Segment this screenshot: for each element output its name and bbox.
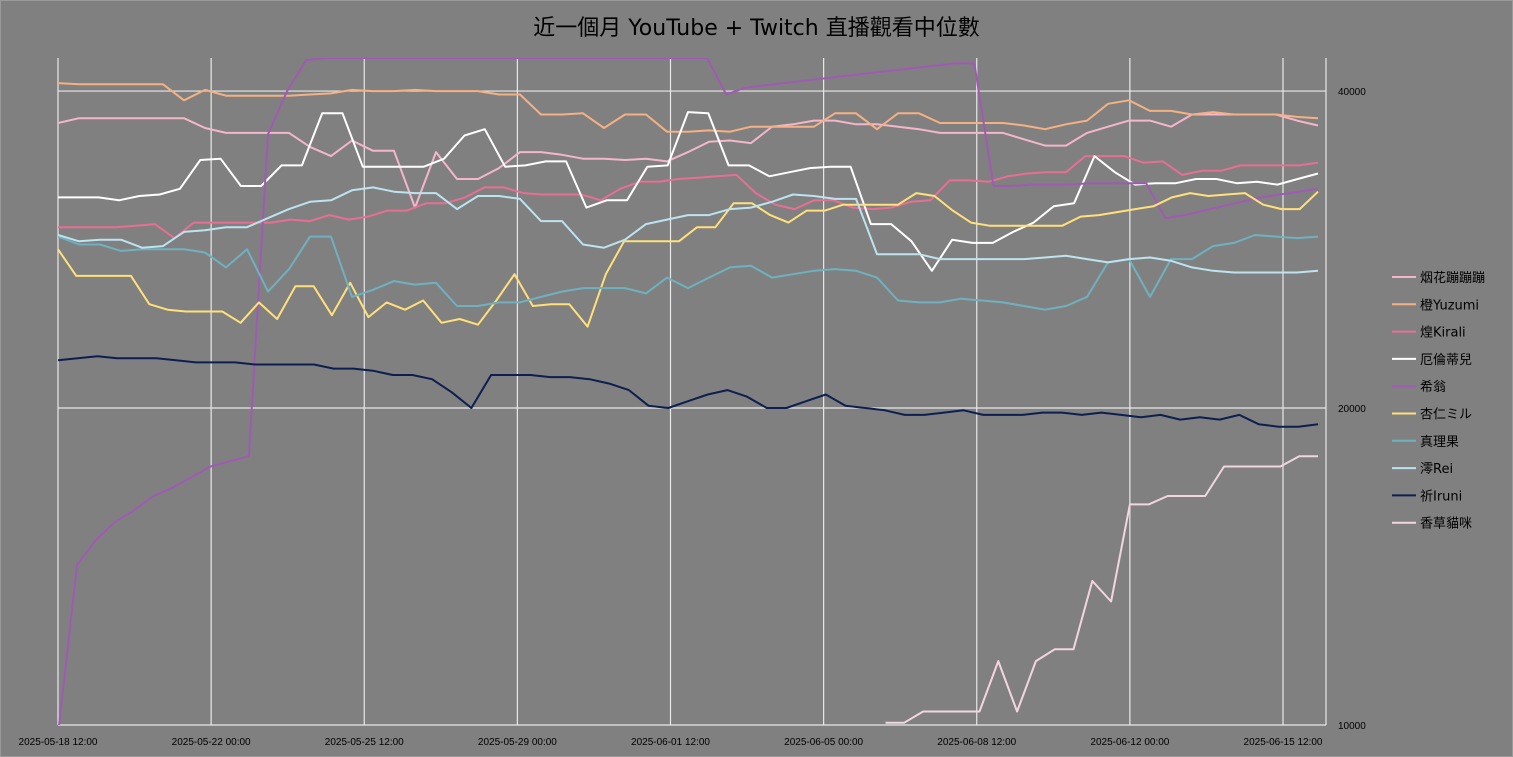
series-line [58,234,1319,311]
y-tick-label: 20000 [1338,404,1366,415]
legend-label: 香草貓咪 [1420,517,1472,532]
x-tick-label: 2025-05-25 12:00 [325,737,404,748]
x-axis-ticks: 2025-05-18 12:00 2025-05-22 00:00 2025-05-… [19,737,1323,748]
x-tick-label: 2025-06-01 12:00 [631,737,710,748]
x-tick-label: 2025-06-15 12:00 [1244,737,1323,748]
series-line [58,155,1319,240]
legend-label: 烟花蹦蹦蹦 [1420,270,1485,286]
chart-title: 近一個月 YouTube + Twitch 直播觀看中位數 [533,16,980,41]
gridlines [57,58,1327,726]
legend-label: 澪Rei [1420,462,1453,477]
y-tick-label: 40000 [1338,87,1366,98]
legend-label: 祈Iruni [1420,489,1462,504]
legend-label: 煌Kirali [1420,326,1466,341]
legend-label: 真理果 [1420,435,1459,450]
y-tick-label: 10000 [1338,721,1366,732]
series-line [58,58,1319,725]
legend-label: 希翁 [1420,380,1446,395]
series-line [885,455,1318,724]
legend-label: 厄倫蒂兒 [1420,353,1472,368]
legend-label: 杏仁ミル [1420,408,1472,423]
series-line [58,355,1319,428]
x-tick-label: 2025-05-29 00:00 [478,737,557,748]
series-lines [58,58,1319,725]
y-axis-ticks: 10000 20000 40000 [1338,87,1366,732]
series-line [58,186,1319,274]
x-tick-label: 2025-05-22 00:00 [172,737,251,748]
x-tick-label: 2025-06-12 00:00 [1090,737,1169,748]
x-tick-label: 2025-06-05 00:00 [784,737,863,748]
series-line [58,113,1319,209]
series-line [58,111,1319,272]
series-line [58,190,1319,328]
series-line [58,82,1319,133]
x-tick-label: 2025-06-08 12:00 [937,737,1016,748]
x-tick-label: 2025-05-18 12:00 [19,737,98,748]
legend-label: 橙Yuzumi [1420,298,1479,313]
